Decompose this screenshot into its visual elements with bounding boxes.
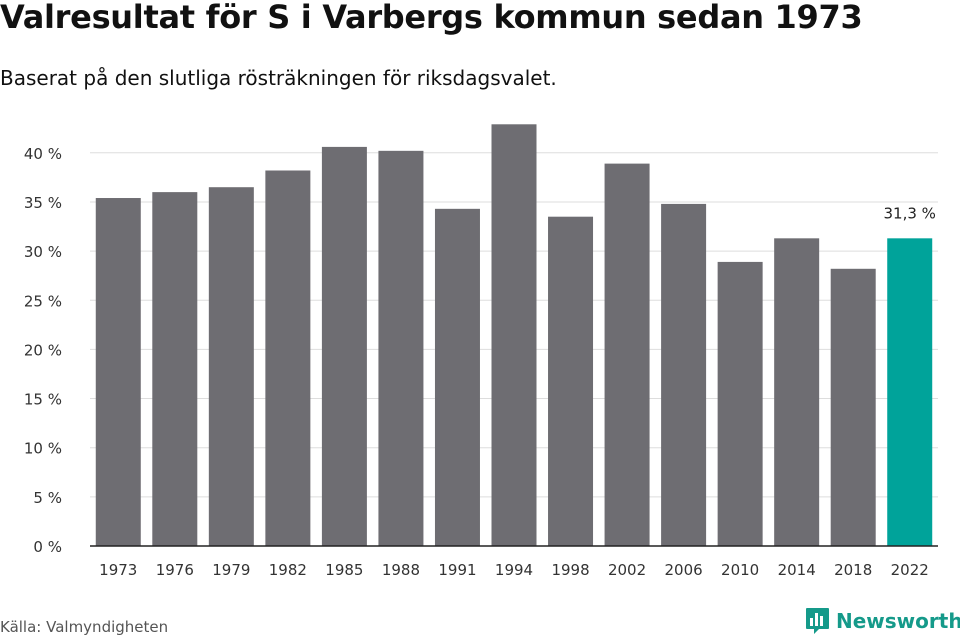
x-tick-label: 1985	[325, 561, 363, 579]
bar	[491, 124, 537, 546]
x-tick-label: 2018	[834, 561, 872, 579]
bar	[830, 268, 876, 546]
x-tick-label: 2006	[665, 561, 703, 579]
bar	[887, 238, 933, 547]
x-tick-label: 1976	[156, 561, 194, 579]
x-tick-label: 1988	[382, 561, 420, 579]
bar	[95, 198, 141, 546]
x-tick-label: 1982	[269, 561, 307, 579]
x-tick-label: 1994	[495, 561, 533, 579]
y-tick-label: 25 %	[24, 292, 62, 310]
bar-chart: 0 % 5 % 10 % 15 % 20 % 25 % 30 % 35 % 40 % 1973 19…	[24, 124, 938, 579]
x-tick-label: 1979	[212, 561, 250, 579]
x-tick-label: 1973	[99, 561, 137, 579]
y-tick-label: 40 %	[24, 145, 62, 163]
bar	[152, 192, 198, 546]
data-label: 31,3 %	[884, 204, 936, 222]
bar	[265, 170, 311, 546]
newsworthy-logo-icon	[806, 608, 829, 634]
y-tick-label: 0 %	[33, 538, 62, 556]
y-tick-label: 15 %	[24, 391, 62, 409]
bar	[774, 238, 820, 547]
bar	[434, 208, 480, 546]
chart-title: Valresultat för S i Varbergs kommun seda…	[0, 0, 863, 36]
x-tick-label: 1998	[551, 561, 589, 579]
source-note: Källa: Valmyndigheten	[0, 618, 169, 636]
brand-name: Newsworthy	[836, 609, 960, 633]
x-tick-label: 2010	[721, 561, 759, 579]
bar	[378, 150, 424, 547]
bar	[321, 146, 367, 547]
y-tick-label: 20 %	[24, 341, 62, 359]
y-tick-label: 30 %	[24, 243, 62, 261]
x-tick-label: 1991	[438, 561, 476, 579]
bar	[604, 163, 650, 546]
bar	[208, 187, 254, 546]
y-tick-label: 35 %	[24, 194, 62, 212]
chart-subtitle: Baserat på den slutliga rösträkningen fö…	[0, 66, 557, 90]
brand-logo: Newsworthy	[805, 607, 960, 635]
bar	[548, 216, 594, 546]
x-tick-label: 2014	[778, 561, 816, 579]
x-tick-label: 2022	[891, 561, 929, 579]
y-tick-label: 10 %	[24, 440, 62, 458]
bar	[717, 261, 763, 546]
bar	[661, 203, 707, 546]
x-tick-label: 2002	[608, 561, 646, 579]
y-tick-label: 5 %	[33, 489, 62, 507]
